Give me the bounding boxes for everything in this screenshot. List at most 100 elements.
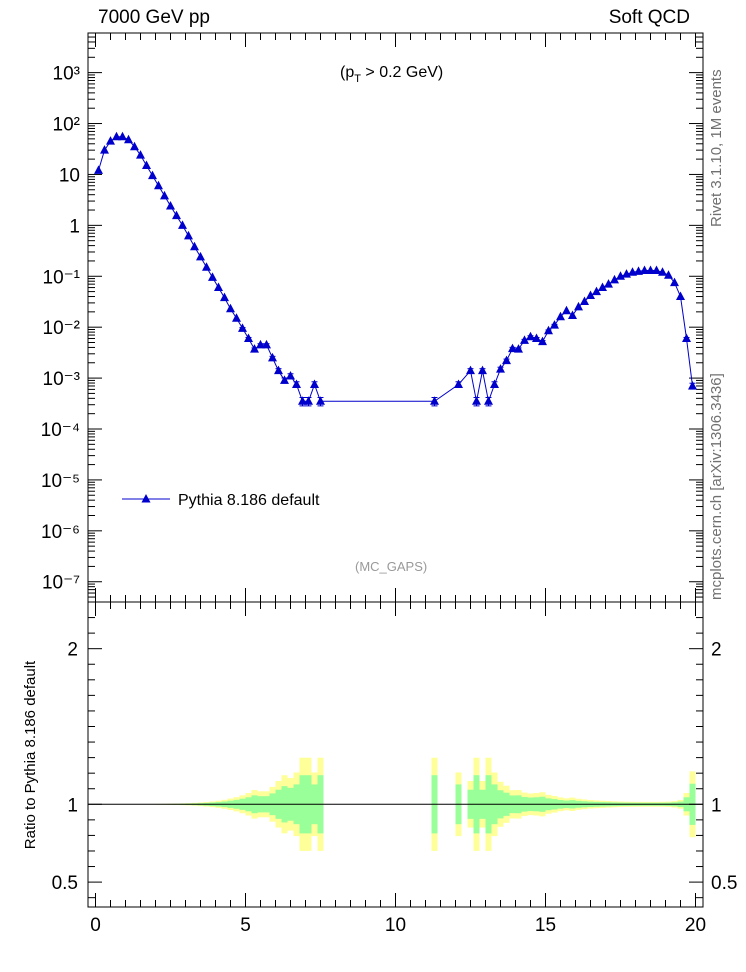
data-point [112,131,121,141]
data-point [526,331,535,341]
data-point [580,296,589,305]
data-point [190,241,199,251]
data-point [568,310,577,319]
data-point [508,343,517,353]
data-point [532,333,541,342]
ratio-y-tick-label: 2 [67,640,78,661]
data-point [604,279,613,288]
data-point [646,265,655,274]
data-point [562,305,571,315]
cut-annotation: (pT > 0.2 GeV) [340,64,443,85]
data-point [610,274,619,284]
y-tick-label: 10² [53,115,80,136]
ratio-y-tick-label-right: 0.5 [711,873,737,894]
data-point [136,150,145,159]
data-point [250,344,259,353]
data-point [232,313,241,322]
data-point [472,396,481,405]
legend-marker [141,494,151,503]
axis-ticks [88,32,703,907]
data-point [202,262,211,271]
ratio-y-tick-label: 1 [67,795,78,816]
y-tick-label: 10⁻⁵ [41,471,80,492]
ratio-y-tick-label-right: 2 [711,640,722,661]
data-point [118,131,127,141]
data-point [100,145,109,154]
data-point [208,272,217,281]
data-point [178,220,187,229]
data-point [172,210,181,220]
data-point [304,396,313,405]
series-line [98,136,693,404]
x-tick-label: 5 [240,915,251,936]
data-point [538,336,547,346]
data-point [280,375,289,384]
ratio-y-axis-label: Ratio to Pythia 8.186 default [22,660,39,849]
data-point [670,277,679,287]
y-tick-label: 10⁻¹ [43,267,81,288]
data-point [496,364,505,373]
data-point [244,333,253,342]
data-point [292,379,301,388]
ratio-y-tick-label-right: 1 [711,795,722,816]
data-point [556,311,565,321]
header-right-label: Soft QCD [608,7,690,28]
y-tick-label: 10⁻² [43,318,81,339]
x-tick-label: 0 [90,915,101,936]
data-point [658,267,667,276]
x-tick-label: 15 [535,915,556,936]
y-tick-label: 10⁻⁷ [42,573,80,594]
data-point [268,352,277,362]
y-tick-label: 10⁻⁴ [41,420,80,441]
data-point [592,286,601,296]
x-tick-label: 20 [685,915,706,936]
y-tick-label: 10³ [53,64,80,85]
data-point [148,170,157,180]
data-point [514,344,523,353]
data-point [196,251,205,261]
data-point [544,325,553,335]
legend-label: Pythia 8.186 default [178,492,320,509]
data-point [130,141,139,151]
data-point [214,282,223,292]
data-point [286,370,295,380]
data-point [586,290,595,299]
data-point [94,165,103,174]
y-tick-label: 10⁻⁶ [41,522,80,543]
x-tick-label: 10 [385,915,406,936]
data-point [454,379,463,388]
y-tick-label: 10⁻³ [43,369,81,390]
data-point [238,323,247,332]
data-point [502,355,511,365]
data-point [274,365,283,375]
data-point [256,339,265,349]
series-pythia [94,131,697,503]
data-point [160,190,169,200]
data-point [640,265,649,274]
data-point [106,136,115,145]
data-point [550,320,559,329]
y-tick-label: 10 [59,165,80,186]
data-point [484,396,493,405]
data-point [664,270,673,279]
header-left-label: 7000 GeV pp [98,7,210,28]
data-point [226,303,235,313]
axis-text: Pythia 8.186 default (pT > 0.2 GeV) (MC_GA… [22,64,737,936]
ratio-frame [87,601,704,908]
data-point [316,396,325,405]
data-point [466,365,475,375]
analysis-watermark: (MC_GAPS) [355,559,427,574]
data-point [688,380,697,390]
ratio-y-tick-label: 0.5 [52,873,78,894]
data-point [430,396,439,405]
data-point [310,379,319,388]
data-point [652,265,661,274]
y-tick-label: 1 [69,216,80,237]
data-point [520,335,529,344]
data-point [166,200,175,210]
data-point [142,160,151,169]
plot-frames [87,32,704,908]
data-point [220,292,229,302]
data-point [574,301,583,311]
